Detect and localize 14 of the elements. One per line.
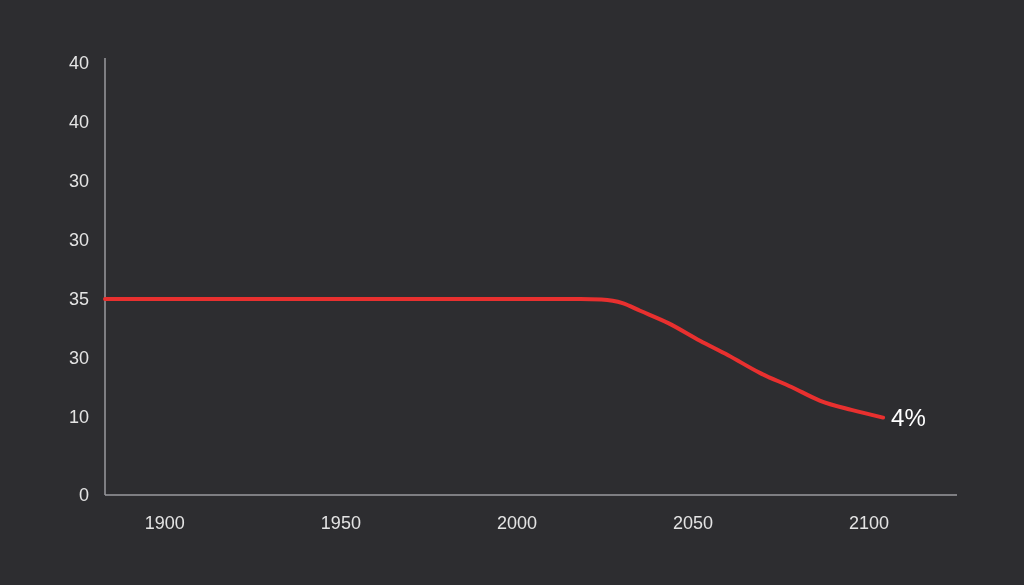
x-tick-label: 1950 — [320, 513, 361, 533]
text: 30 — [68, 348, 89, 369]
x-tick-label: 2000 — [496, 513, 537, 533]
x-tick-label: 2100 — [848, 513, 890, 533]
x-tick-label: 2050 — [672, 513, 713, 533]
text: 10 — [68, 407, 89, 428]
text: 30 — [68, 230, 89, 251]
text: 30 — [68, 171, 89, 192]
text: 40 — [68, 112, 89, 133]
text: 35 — [68, 289, 89, 310]
x-tick-label: 1900 — [144, 513, 185, 533]
text: 0 — [78, 485, 89, 506]
annotation: 4% — [891, 403, 926, 431]
text: 40 — [68, 53, 89, 74]
